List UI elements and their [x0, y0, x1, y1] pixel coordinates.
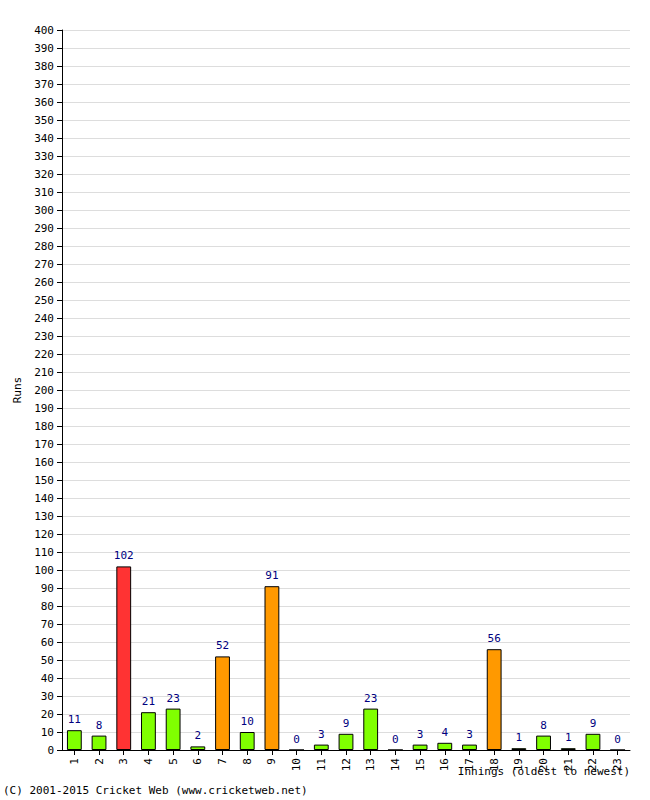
svg-text:170: 170 [34, 438, 54, 451]
svg-text:260: 260 [34, 276, 54, 289]
svg-text:30: 30 [41, 690, 54, 703]
svg-text:360: 360 [34, 96, 54, 109]
svg-text:400: 400 [34, 24, 54, 37]
svg-text:16: 16 [438, 758, 451, 771]
svg-text:160: 160 [34, 456, 54, 469]
svg-text:140: 140 [34, 492, 54, 505]
svg-text:19: 19 [512, 758, 525, 771]
svg-text:3: 3 [466, 728, 473, 741]
svg-text:280: 280 [34, 240, 54, 253]
svg-text:3: 3 [417, 728, 424, 741]
svg-text:190: 190 [34, 402, 54, 415]
svg-text:110: 110 [34, 546, 54, 559]
svg-text:2: 2 [93, 758, 106, 765]
svg-text:230: 230 [34, 330, 54, 343]
svg-text:10: 10 [41, 726, 54, 739]
svg-text:330: 330 [34, 150, 54, 163]
svg-text:120: 120 [34, 528, 54, 541]
svg-text:1: 1 [516, 731, 523, 744]
svg-text:2: 2 [195, 729, 202, 742]
svg-text:23: 23 [364, 692, 377, 705]
svg-text:8: 8 [540, 719, 547, 732]
svg-text:50: 50 [41, 654, 54, 667]
svg-text:21: 21 [562, 758, 575, 771]
svg-text:3: 3 [318, 728, 325, 741]
svg-text:200: 200 [34, 384, 54, 397]
svg-text:210: 210 [34, 366, 54, 379]
svg-text:300: 300 [34, 204, 54, 217]
svg-text:40: 40 [41, 672, 54, 685]
svg-text:0: 0 [293, 733, 300, 746]
svg-text:10: 10 [241, 715, 254, 728]
svg-text:90: 90 [41, 582, 54, 595]
svg-text:56: 56 [488, 632, 501, 645]
svg-text:270: 270 [34, 258, 54, 271]
svg-text:15: 15 [414, 758, 427, 771]
svg-text:0: 0 [47, 744, 54, 757]
svg-text:8: 8 [241, 758, 254, 765]
svg-text:130: 130 [34, 510, 54, 523]
svg-text:1: 1 [565, 731, 572, 744]
svg-text:3: 3 [117, 758, 130, 765]
svg-text:250: 250 [34, 294, 54, 307]
svg-text:18: 18 [488, 758, 501, 771]
svg-text:22: 22 [586, 758, 599, 771]
svg-text:340: 340 [34, 132, 54, 145]
svg-text:20: 20 [537, 758, 550, 771]
svg-text:23: 23 [611, 758, 624, 771]
svg-text:102: 102 [114, 549, 134, 562]
svg-text:(C) 2001-2015 Cricket Web (www: (C) 2001-2015 Cricket Web (www.cricketwe… [3, 784, 308, 797]
svg-text:390: 390 [34, 42, 54, 55]
svg-text:150: 150 [34, 474, 54, 487]
svg-text:14: 14 [389, 758, 402, 772]
svg-text:11: 11 [315, 758, 328, 771]
svg-text:13: 13 [364, 758, 377, 771]
svg-text:11: 11 [68, 713, 81, 726]
svg-text:Runs: Runs [11, 377, 24, 404]
svg-text:17: 17 [463, 758, 476, 771]
svg-text:100: 100 [34, 564, 54, 577]
svg-text:7: 7 [216, 758, 229, 765]
svg-text:9: 9 [590, 717, 597, 730]
svg-text:70: 70 [41, 618, 54, 631]
svg-text:1: 1 [68, 758, 81, 765]
svg-text:8: 8 [96, 719, 103, 732]
svg-text:4: 4 [142, 758, 155, 765]
svg-text:220: 220 [34, 348, 54, 361]
svg-text:6: 6 [191, 758, 204, 765]
svg-text:Innings (oldest to newest): Innings (oldest to newest) [457, 765, 630, 778]
svg-text:0: 0 [614, 733, 621, 746]
svg-text:20: 20 [41, 708, 54, 721]
svg-text:380: 380 [34, 60, 54, 73]
svg-text:240: 240 [34, 312, 54, 325]
svg-text:9: 9 [265, 758, 278, 765]
svg-text:320: 320 [34, 168, 54, 181]
svg-text:80: 80 [41, 600, 54, 613]
svg-text:5: 5 [167, 758, 180, 765]
svg-text:310: 310 [34, 186, 54, 199]
svg-text:180: 180 [34, 420, 54, 433]
svg-text:370: 370 [34, 78, 54, 91]
svg-text:23: 23 [167, 692, 180, 705]
svg-text:91: 91 [265, 569, 278, 582]
svg-text:21: 21 [142, 695, 155, 708]
svg-text:4: 4 [441, 726, 448, 739]
svg-text:10: 10 [290, 758, 303, 771]
svg-text:350: 350 [34, 114, 54, 127]
svg-text:0: 0 [392, 733, 399, 746]
svg-text:290: 290 [34, 222, 54, 235]
svg-text:9: 9 [343, 717, 350, 730]
svg-text:12: 12 [340, 758, 353, 771]
svg-text:52: 52 [216, 639, 229, 652]
svg-text:60: 60 [41, 636, 54, 649]
